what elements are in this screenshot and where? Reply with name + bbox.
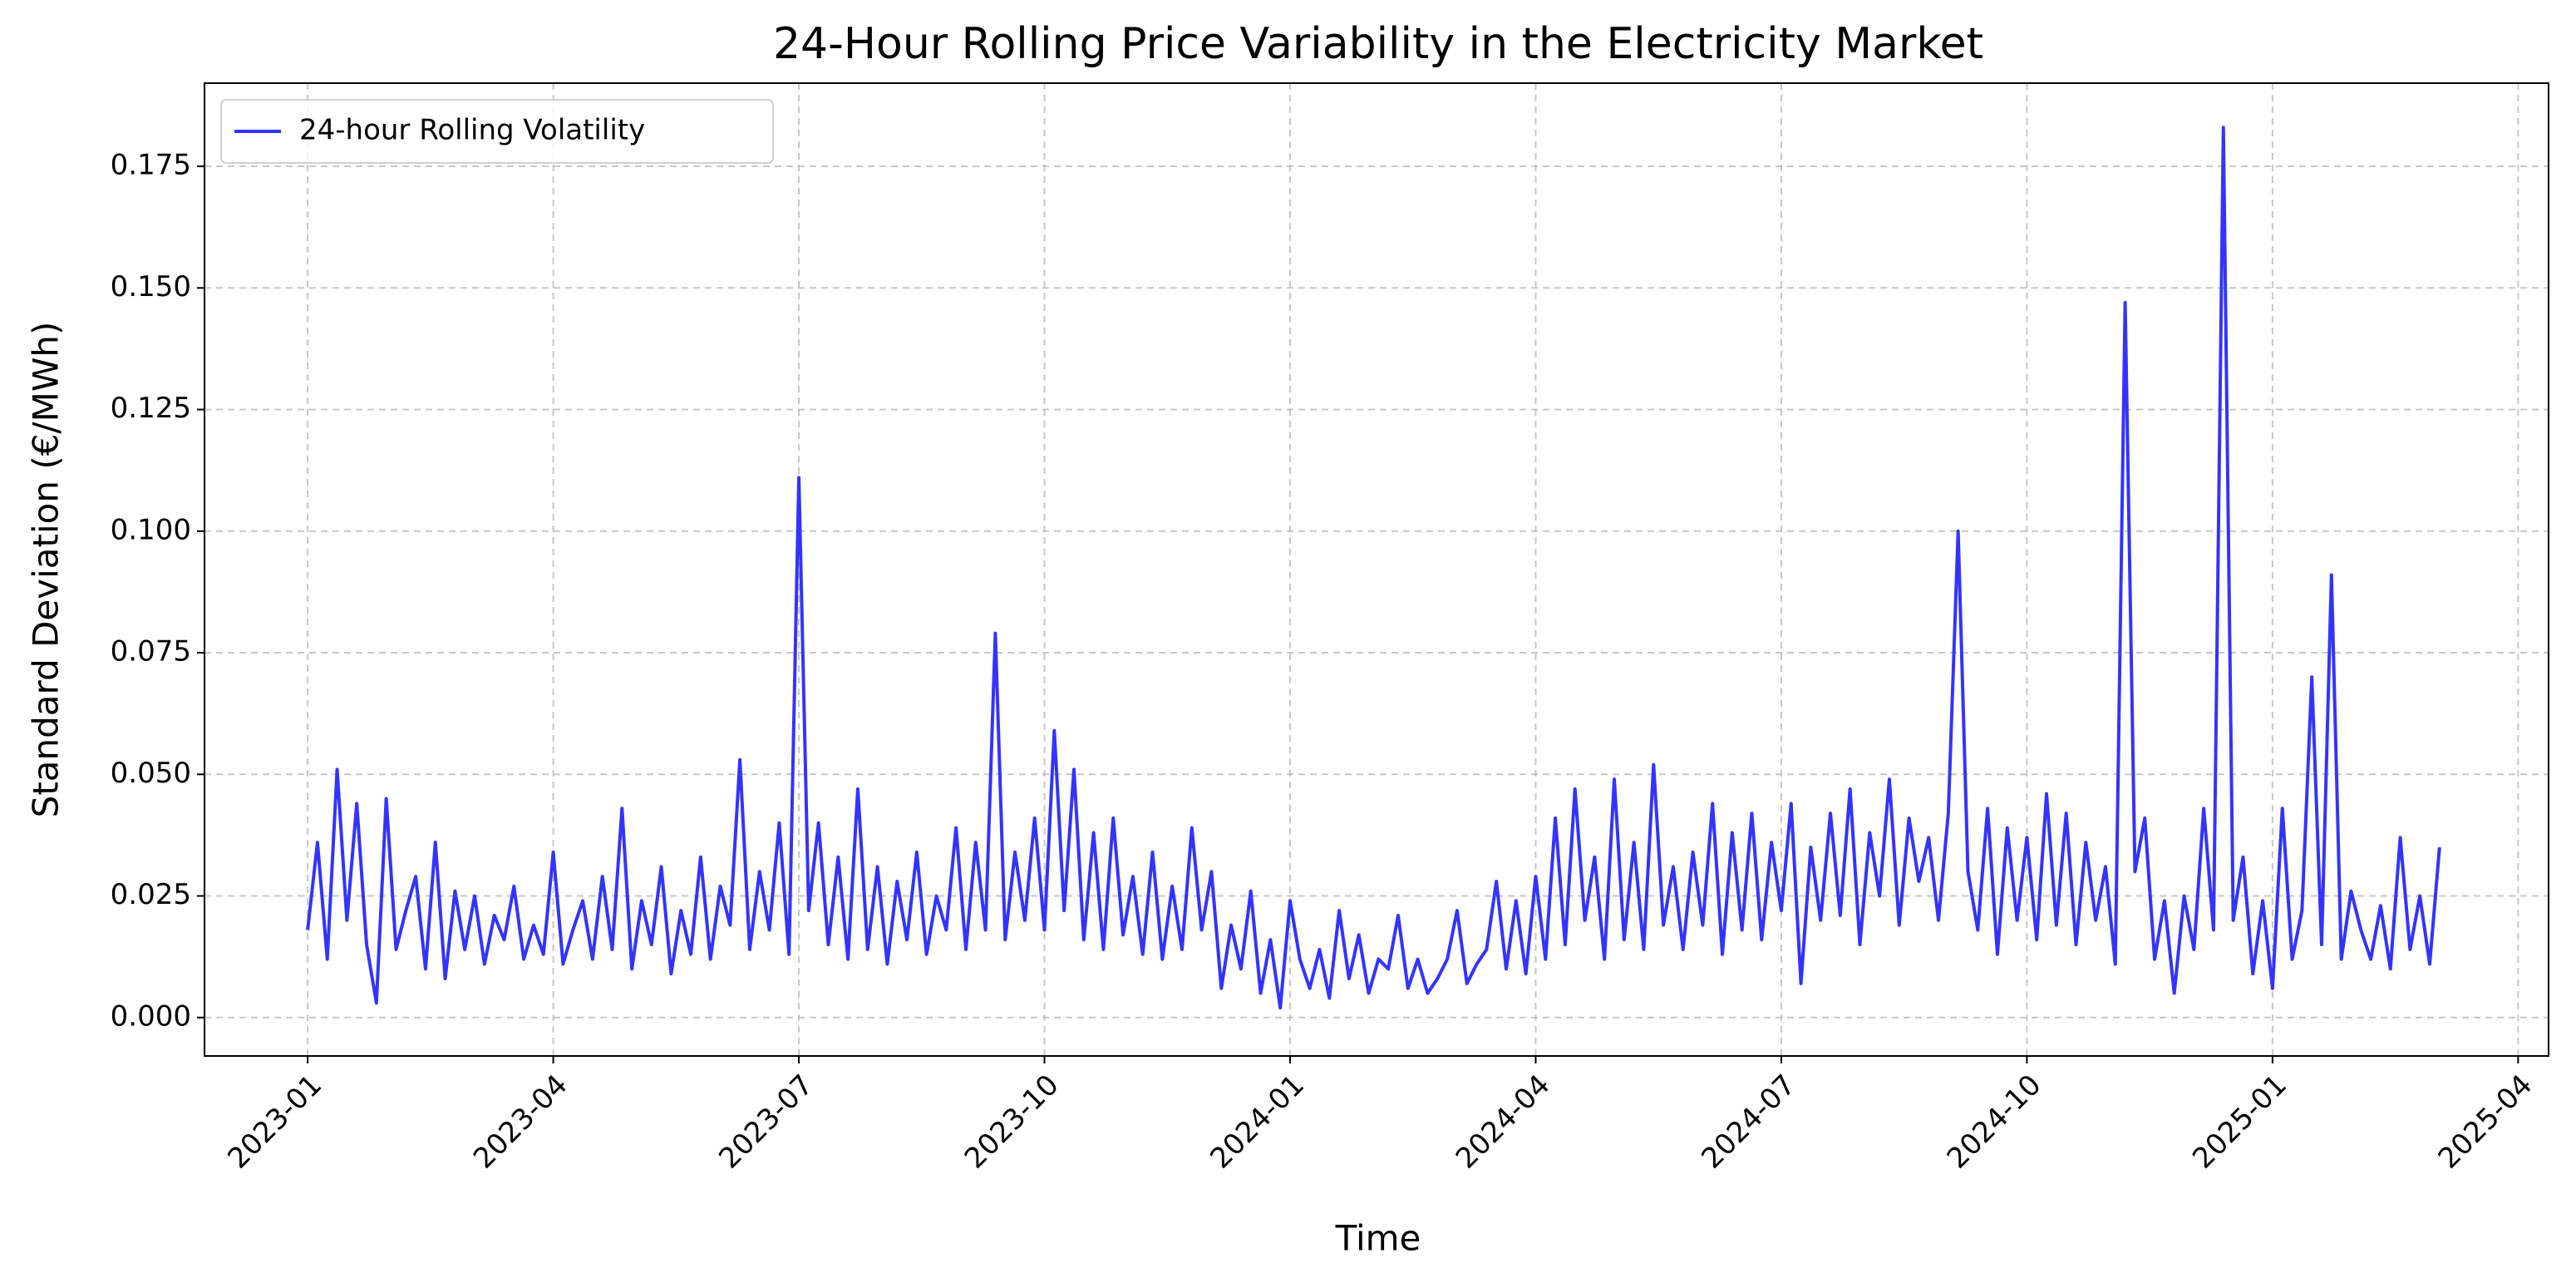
plot-frame [204,82,2549,1057]
x-tick-label: 2023-10 [958,1068,1066,1176]
chart-title: 24-Hour Rolling Price Variability in the… [773,19,1983,69]
x-tick-label: 2024-07 [1695,1068,1802,1176]
y-tick-label: 0.125 [111,392,191,425]
legend-box [220,99,774,164]
x-tick-label: 2024-04 [1450,1068,1557,1176]
x-tick-label: 2024-10 [1941,1068,2048,1176]
x-tick-label: 2023-07 [712,1068,820,1176]
y-tick-label: 0.050 [111,757,191,790]
x-tick-label: 2025-04 [2432,1068,2539,1176]
x-tick-label: 2024-01 [1204,1068,1311,1176]
y-tick-label: 0.150 [111,270,191,303]
x-axis-label: Time [1335,1218,1421,1259]
y-tick-label: 0.100 [111,513,191,546]
y-tick-label: 0.075 [111,635,191,669]
x-tick-label: 2023-04 [467,1068,574,1176]
y-tick-label: 0.000 [111,999,191,1033]
y-tick-label: 0.175 [111,149,191,182]
x-tick-label: 2023-01 [221,1068,328,1176]
y-axis-label: Standard Deviation (€/MWh) [26,322,66,818]
x-tick-label: 2025-01 [2186,1068,2293,1176]
legend-label: 24-hour Rolling Volatility [299,114,645,147]
legend: 24-hour Rolling Volatility [220,99,774,164]
y-tick-label: 0.025 [111,878,191,911]
data-line [306,126,2441,1010]
